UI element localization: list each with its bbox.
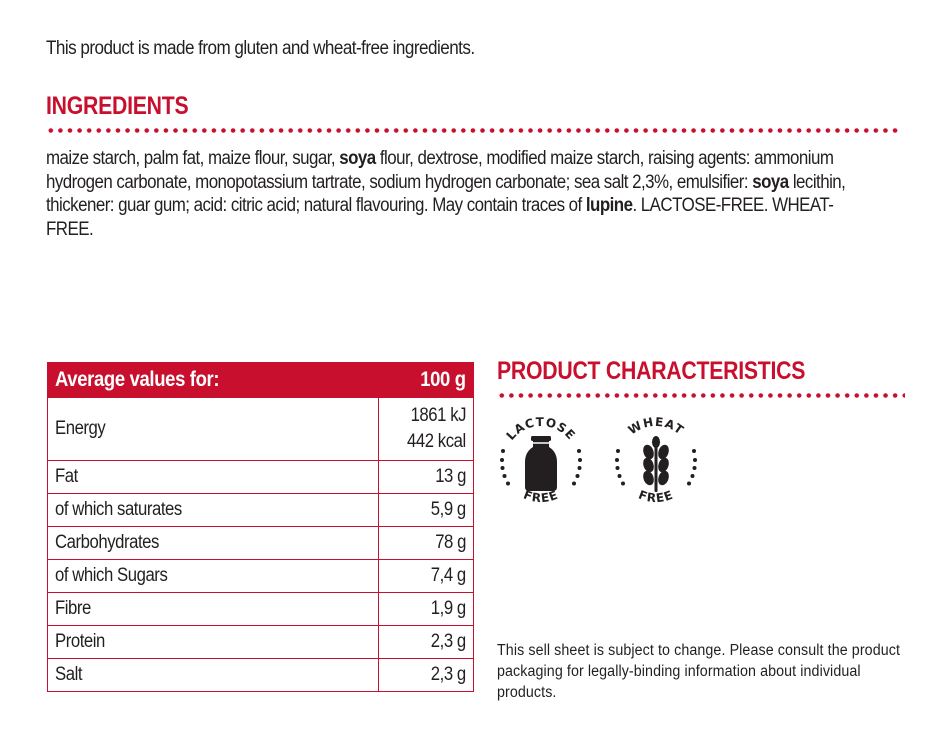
wheat-free-badge: WHEAT FREE [615,415,697,506]
nutrient-label: Protein [47,625,379,659]
nutrient-label: Energy [47,397,379,461]
characteristics-heading: PRODUCT CHARACTERISTICS [497,357,806,385]
dotted-divider [46,128,902,133]
dotted-divider [497,393,905,398]
nutrient-value: 7,4 g [378,559,474,593]
nutrition-table: Average values for: 100 g Energy 1861 kJ… [47,362,474,692]
ingredients-heading: INGREDIENTS [46,92,189,120]
nutrient-value: 1,9 g [378,592,474,626]
nutrient-value: 2,3 g [378,625,474,659]
table-row: Protein 2,3 g [47,625,474,659]
disclaimer-text: This sell sheet is subject to change. Pl… [497,642,901,701]
table-row: of which saturates 5,9 g [47,493,474,527]
nutrient-value: 13 g [378,460,474,494]
svg-text:WHEAT: WHEAT [626,415,687,438]
nutrition-header-label: Average values for: [47,362,379,398]
table-row-energy: Energy 1861 kJ 442 kcal [47,397,474,461]
ingredient-text: flour, dextrose, modified maize starch, … [46,148,834,193]
nutrient-label: Carbohydrates [47,526,379,560]
badge-bottom-text: FREE [637,488,675,506]
nutrition-header-row: Average values for: 100 g [47,362,474,398]
nutrition-header-value: 100 g [378,362,474,398]
energy-kcal: 442 kcal [407,431,466,452]
milk-bottle-icon [525,436,557,491]
nutrient-label: Fibre [47,592,379,626]
table-row: Carbohydrates 78 g [47,526,474,560]
ingredient-text: lecithin, thickener: guar gum; acid: cit… [46,171,846,217]
svg-text:FREE: FREE [637,488,676,506]
nutrient-label: Fat [47,460,379,494]
intro-statement: This product is made from gluten and whe… [46,38,475,59]
nutrient-value: 2,3 g [378,658,474,692]
nutrient-value: 1861 kJ 442 kcal [378,397,474,461]
svg-text:FREE: FREE [522,488,561,506]
energy-kj: 1861 kJ [410,405,467,426]
allergen-soya: soya [339,148,376,169]
badge-bottom-text: FREE [522,488,560,506]
nutrient-value: 5,9 g [378,493,474,527]
ingredient-text: . LACTOSE-FREE. WHEAT-FREE. [46,195,834,240]
badge-top-text: WHEAT [626,415,686,438]
nutrient-label: of which Sugars [47,559,379,593]
ingredient-text: maize starch, palm fat, maize flour, sug… [46,148,340,169]
allergen-soya: soya [752,171,789,193]
ingredients-list: maize starch, palm fat, maize flour, sug… [46,147,869,241]
nutrient-value: 78 g [378,526,474,560]
table-row: of which Sugars 7,4 g [47,559,474,593]
table-row: Fibre 1,9 g [47,592,474,626]
table-row: Fat 13 g [47,460,474,494]
nutrient-label: of which saturates [47,493,379,527]
wheat-ear-icon [643,436,669,492]
table-row: Salt 2,3 g [47,658,474,692]
allergen-lupine: lupine [585,195,633,216]
lactose-free-badge: LACTOSE FREE [500,415,582,506]
nutrient-label: Salt [47,658,379,692]
